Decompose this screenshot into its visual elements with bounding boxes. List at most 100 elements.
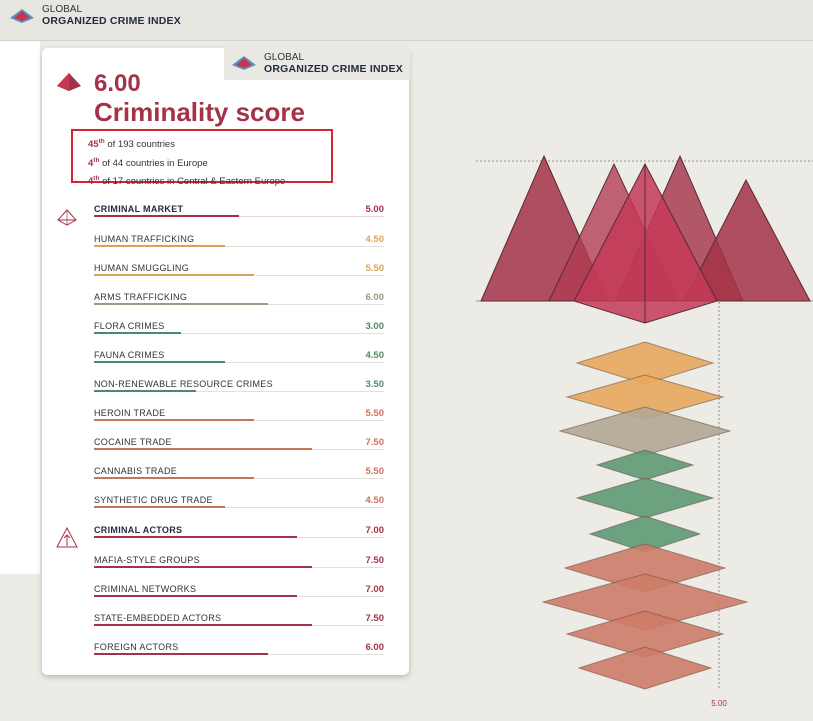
score-bar [94, 448, 312, 450]
score-track [94, 216, 384, 217]
criminality-score-label: Criminality score [94, 97, 305, 127]
criminal-actors-icon [56, 526, 78, 548]
rank-region: 4th of 17 countries in Central & Eastern… [88, 175, 286, 188]
indicator-value: 4.50 [365, 350, 385, 361]
score-bar [94, 361, 225, 363]
indicator-value: 5.00 [365, 204, 385, 215]
indicator-value: 7.50 [365, 555, 385, 566]
indicator-label: HEROIN TRADE [94, 408, 166, 418]
score-bar [94, 595, 297, 597]
indicator-diamond [575, 477, 715, 519]
brand-logo-header[interactable]: GLOBAL ORGANIZED CRIME INDEX [8, 4, 181, 27]
indicator-row[interactable]: STATE-EMBEDDED ACTORS 7.50 [94, 613, 384, 635]
indicator-value: 7.00 [365, 525, 385, 536]
brand-line1: GLOBAL [42, 4, 83, 15]
indicator-value: 7.50 [365, 437, 385, 448]
score-track [94, 507, 384, 508]
indicator-row[interactable]: FOREIGN ACTORS 6.00 [94, 642, 384, 664]
criminal-market-icon [57, 209, 77, 226]
indicator-label: COCAINE TRADE [94, 437, 172, 447]
score-bar [94, 506, 225, 508]
indicator-value: 3.50 [365, 379, 385, 390]
score-bar [94, 215, 239, 217]
indicator-label: HUMAN SMUGGLING [94, 263, 190, 273]
indicator-label: STATE-EMBEDDED ACTORS [94, 613, 222, 623]
indicator-row[interactable]: CANNABIS TRADE 5.50 [94, 466, 384, 488]
rank-europe: 4th of 44 countries in Europe [88, 156, 208, 169]
indicator-diamond [565, 610, 725, 658]
indicator-row[interactable]: FAUNA CRIMES 4.50 [94, 350, 384, 372]
score-track [94, 246, 384, 247]
indicator-label: ARMS TRAFFICKING [94, 292, 188, 302]
section-header[interactable]: CRIMINAL MARKET 5.00 [94, 204, 384, 226]
indicator-value: 3.00 [365, 321, 385, 332]
score-bar [94, 390, 196, 392]
score-track [94, 333, 384, 334]
indicator-value: 4.50 [365, 234, 385, 245]
indicator-diamond [595, 449, 695, 481]
indicator-label: FAUNA CRIMES [94, 350, 165, 360]
indicator-diamond [575, 341, 715, 385]
indicator-row[interactable]: COCAINE TRADE 7.50 [94, 437, 384, 459]
gloc-logo-icon [232, 56, 256, 70]
indicator-value: 6.00 [365, 292, 385, 303]
indicator-row[interactable]: ARMS TRAFFICKING 6.00 [94, 292, 384, 314]
indicator-label: FLORA CRIMES [94, 321, 165, 331]
score-track [94, 362, 384, 363]
score-bar [94, 536, 297, 538]
indicator-row[interactable]: HEROIN TRADE 5.50 [94, 408, 384, 430]
score-bar [94, 477, 254, 479]
indicator-diamond [577, 646, 713, 690]
indicator-row[interactable]: HUMAN SMUGGLING 5.50 [94, 263, 384, 285]
criminality-pyramid-visualization: 5.00 [476, 154, 813, 708]
score-bar [94, 624, 312, 626]
score-bar [94, 303, 268, 305]
score-bar [94, 245, 225, 247]
rank-global: 45th of 193 countries [88, 138, 175, 151]
gloc-logo-icon [10, 8, 34, 23]
indicator-row[interactable]: NON-RENEWABLE RESOURCE CRIMES 3.50 [94, 379, 384, 401]
score-bar [94, 653, 268, 655]
brand-line1: GLOBAL [264, 51, 305, 63]
left-margin [0, 41, 40, 574]
score-track [94, 391, 384, 392]
indicator-diamond [588, 515, 702, 553]
brand-logo-card: GLOBAL ORGANIZED CRIME INDEX [224, 46, 410, 80]
score-bar [94, 419, 254, 421]
indicator-row[interactable]: MAFIA-STYLE GROUPS 7.50 [94, 555, 384, 577]
indicator-row[interactable]: CRIMINAL NETWORKS 7.00 [94, 584, 384, 606]
score-bar [94, 274, 254, 276]
indicator-value: 5.50 [365, 466, 385, 477]
indicator-diamond [558, 406, 732, 456]
criminality-pyramid-icon [57, 73, 81, 91]
indicator-value: 4.50 [365, 495, 385, 506]
indicator-label: CRIMINAL NETWORKS [94, 584, 197, 594]
indicator-value: 5.50 [365, 263, 385, 274]
indicator-value: 5.50 [365, 408, 385, 419]
indicator-diamond [565, 374, 725, 420]
indicator-label: HUMAN TRAFFICKING [94, 234, 195, 244]
brand-line2: ORGANIZED CRIME INDEX [42, 15, 181, 27]
indicator-value: 6.00 [365, 642, 385, 653]
score-bar [94, 332, 181, 334]
indicator-label: CRIMINAL MARKET [94, 204, 184, 214]
brand-line2: ORGANIZED CRIME INDEX [264, 62, 403, 75]
section-header[interactable]: CRIMINAL ACTORS 7.00 [94, 525, 384, 547]
indicator-label: CRIMINAL ACTORS [94, 525, 183, 535]
score-axis-label: 5.00 [711, 699, 727, 708]
indicator-diamonds [541, 341, 749, 690]
indicator-value: 7.00 [365, 584, 385, 595]
indicator-row[interactable]: HUMAN TRAFFICKING 4.50 [94, 234, 384, 256]
score-bar [94, 566, 312, 568]
pyramid-triangle-4 [683, 178, 811, 302]
indicator-label: NON-RENEWABLE RESOURCE CRIMES [94, 379, 273, 389]
indicator-row[interactable]: FLORA CRIMES 3.00 [94, 321, 384, 343]
indicator-value: 7.50 [365, 613, 385, 624]
indicator-label: CANNABIS TRADE [94, 466, 178, 476]
top-bar: GLOBAL ORGANIZED CRIME INDEX [0, 0, 813, 41]
indicator-label: FOREIGN ACTORS [94, 642, 179, 652]
indicator-label: MAFIA-STYLE GROUPS [94, 555, 200, 565]
indicator-row[interactable]: SYNTHETIC DRUG TRADE 4.50 [94, 495, 384, 517]
criminality-score-value: 6.00 [94, 70, 141, 97]
indicator-label: SYNTHETIC DRUG TRADE [94, 495, 213, 505]
